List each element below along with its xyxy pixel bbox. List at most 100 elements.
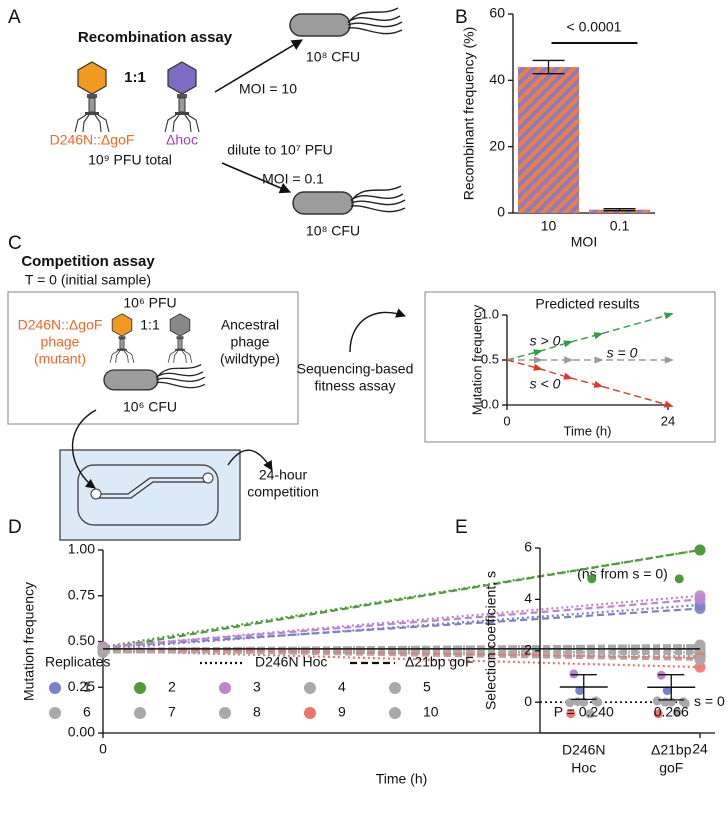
ancestral-label: Ancestral bbox=[221, 317, 279, 333]
legend-swatch bbox=[304, 682, 316, 694]
cfu-label: 10⁶ CFU bbox=[123, 399, 177, 415]
x-axis-label: Time (h) bbox=[376, 771, 428, 787]
legend-label: 7 bbox=[168, 704, 176, 720]
point bbox=[566, 709, 576, 719]
diagram-title: Recombination assay bbox=[78, 29, 233, 46]
phage-icon bbox=[74, 61, 110, 133]
point-marker bbox=[533, 349, 543, 357]
bacterium-icon bbox=[289, 7, 403, 37]
legend-label: 8 bbox=[253, 704, 261, 720]
legend-swatch bbox=[219, 707, 231, 719]
x-tick-label: 24 bbox=[661, 413, 675, 428]
point bbox=[569, 669, 579, 679]
chip-box bbox=[59, 449, 241, 541]
p-value: 0.266 bbox=[654, 704, 689, 720]
legend-label: 9 bbox=[338, 704, 346, 720]
arrow bbox=[349, 308, 406, 353]
point bbox=[674, 574, 684, 584]
point bbox=[587, 574, 597, 584]
diagram-title: Competition assay bbox=[21, 253, 155, 270]
y-tick-label: 0.0 bbox=[481, 396, 499, 411]
phage-label: Δhoc bbox=[166, 132, 198, 148]
legend-swatch bbox=[304, 707, 316, 719]
y-tick-label: 0 bbox=[497, 204, 505, 220]
annotation: (ns from s = 0) bbox=[577, 566, 668, 582]
point bbox=[652, 696, 662, 706]
point-marker bbox=[664, 356, 674, 364]
point-marker bbox=[564, 356, 574, 364]
point bbox=[680, 698, 690, 708]
point-marker bbox=[694, 544, 706, 556]
legend-swatch bbox=[49, 682, 61, 694]
sample-box bbox=[7, 291, 299, 425]
series-line bbox=[102, 548, 701, 650]
legend-label: 4 bbox=[338, 679, 346, 695]
arrow bbox=[214, 39, 303, 93]
series-label: s > 0 bbox=[530, 333, 561, 349]
point bbox=[662, 686, 672, 696]
legend-swatch bbox=[49, 707, 61, 719]
legend-label: D246N Hoc bbox=[255, 654, 327, 670]
panel-label: A bbox=[8, 7, 21, 28]
point-marker bbox=[533, 356, 544, 364]
series-label: s < 0 bbox=[530, 376, 561, 392]
chip-port bbox=[202, 472, 214, 484]
arrow bbox=[221, 162, 292, 194]
mutant-label: (mutant) bbox=[34, 351, 86, 367]
step-label: competition bbox=[247, 484, 319, 500]
point-marker bbox=[663, 400, 674, 408]
y-axis-label: Mutation frequency bbox=[21, 582, 37, 701]
x-tick-label: 24 bbox=[692, 741, 708, 757]
y-tick-label: 1.0 bbox=[481, 306, 499, 321]
point bbox=[585, 709, 595, 719]
y-tick-label: 0.25 bbox=[68, 678, 95, 694]
legend-swatch bbox=[134, 682, 146, 694]
arrow bbox=[71, 409, 97, 489]
bar bbox=[588, 209, 651, 213]
y-axis-label: Recombinant frequency (%) bbox=[461, 27, 477, 201]
dilute-label: dilute to 10⁷ PFU bbox=[227, 142, 332, 158]
point-marker bbox=[694, 639, 706, 651]
series-label: s = 0 bbox=[607, 345, 638, 361]
series-line bbox=[102, 647, 701, 660]
point-marker bbox=[663, 312, 674, 320]
mutant-label: phage bbox=[41, 334, 80, 350]
bacterium-icon bbox=[292, 185, 406, 215]
mutant-label: D246N::ΔgoF bbox=[50, 132, 135, 148]
pfu-label: 10⁶ PFU bbox=[123, 295, 176, 311]
x-axis-label: MOI bbox=[571, 234, 597, 250]
y-axis-label: Mutation frequency bbox=[469, 304, 484, 415]
panel-label: D bbox=[8, 517, 22, 538]
y-tick-label: 6 bbox=[524, 539, 532, 555]
diagram-subtitle: T = 0 (initial sample) bbox=[25, 272, 151, 288]
legend-label: 10 bbox=[423, 704, 439, 720]
x-tick-label: 0 bbox=[503, 413, 510, 428]
y-tick-label: 0 bbox=[524, 693, 532, 709]
x-tick-label: Hoc bbox=[571, 760, 596, 776]
series-line bbox=[102, 548, 701, 649]
panel-label: E bbox=[455, 517, 468, 538]
chip-channel bbox=[96, 477, 210, 499]
cfu-label: 10⁸ CFU bbox=[306, 49, 360, 65]
x-tick-label: 0.1 bbox=[610, 218, 630, 234]
point-marker bbox=[563, 372, 574, 380]
series-line bbox=[102, 598, 701, 649]
legend-label: 5 bbox=[423, 679, 431, 695]
legend-label: 6 bbox=[83, 704, 91, 720]
y-tick-label: 2 bbox=[524, 641, 532, 657]
x-tick-label: 0 bbox=[99, 741, 107, 757]
series-line bbox=[102, 607, 701, 649]
point bbox=[672, 707, 682, 717]
chip bbox=[77, 464, 219, 526]
y-tick-label: 20 bbox=[489, 137, 505, 153]
y-tick-label: 0.5 bbox=[481, 351, 499, 366]
total-label: 10⁹ PFU total bbox=[88, 152, 172, 168]
point bbox=[565, 698, 575, 708]
legend-swatch bbox=[219, 682, 231, 694]
p-value: P = 0.240 bbox=[554, 704, 614, 720]
x-tick-label: goF bbox=[659, 760, 683, 776]
y-tick-label: 4 bbox=[524, 590, 532, 606]
legend-swatch bbox=[389, 682, 401, 694]
arrow bbox=[227, 449, 273, 471]
